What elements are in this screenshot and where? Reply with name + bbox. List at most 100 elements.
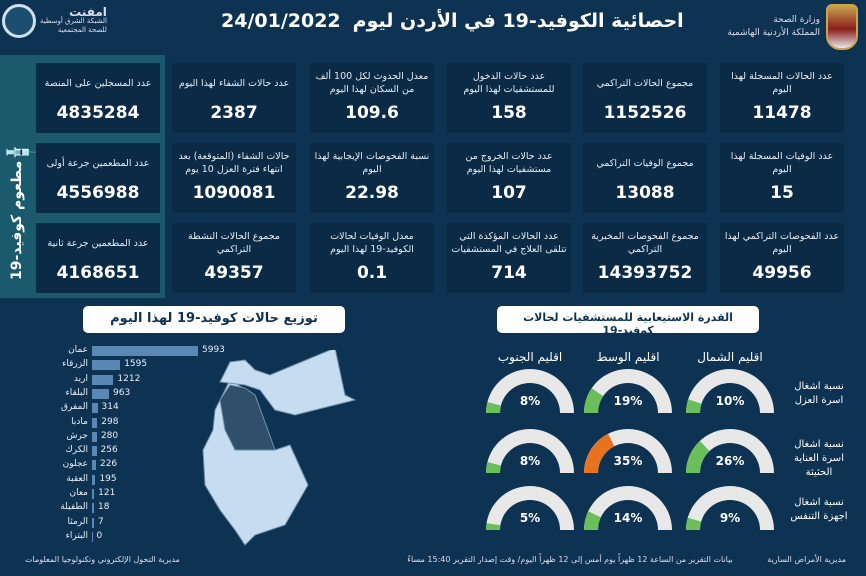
- bar-row: المفرق 314: [0, 402, 240, 414]
- stat-card: عدد الفحوصات التراكمي لهذا اليوم 49956: [720, 223, 844, 293]
- card-label: عدد الحالات المؤكدة التي تتلقى العلاج في…: [451, 231, 567, 255]
- bar-label: جرش: [66, 430, 88, 441]
- card-value: 107: [491, 183, 527, 203]
- stat-card: مجموع الحالات التراكمي 1152526: [583, 63, 707, 133]
- bar-value: 5993: [202, 345, 225, 355]
- card-value: 4835284: [56, 103, 140, 123]
- card-value: 4168651: [56, 263, 140, 283]
- gauge-fill: [486, 402, 501, 413]
- card-label: عدد الوفيات المسجلة لهذا اليوم: [730, 151, 834, 175]
- card-value: 714: [491, 263, 527, 283]
- bar-label: مادبا: [71, 416, 88, 427]
- stat-card: عدد حالات الشفاء لهذا اليوم 2387: [172, 63, 296, 133]
- card-value: 4556988: [56, 183, 140, 203]
- bar: [92, 474, 96, 485]
- footer-left: مديرية التحول الإلكتروني وتكنولوجيا المع…: [25, 555, 180, 564]
- bar-value: 256: [100, 445, 118, 456]
- gauge-fill: [686, 440, 710, 473]
- bar-label: البتراء: [65, 530, 88, 541]
- ministry-logo: وزارة الصحة المملكة الأردنية الهاشمية: [727, 4, 858, 50]
- bar-row: الزرقاء 1595: [0, 359, 240, 371]
- bar: [92, 531, 93, 542]
- bar-label: اربد: [73, 373, 88, 384]
- card-value: 15: [770, 183, 794, 203]
- bar-label: عجلون: [62, 459, 88, 470]
- gauge-fill: [486, 462, 501, 473]
- card-value: 109.6: [345, 103, 399, 123]
- ministry-line1: وزارة الصحة: [773, 15, 820, 25]
- stat-card: مجموع الفحوصات المخبرية التراكمي 14393752: [583, 223, 707, 293]
- bar-value: 195: [99, 473, 117, 484]
- card-value: 1090081: [192, 183, 276, 203]
- card-label: عدد حالات الخروج من مستشفيات لهذا اليوم: [465, 151, 553, 175]
- gauge-track: [686, 486, 774, 530]
- bar-row: الطفيلة 18: [0, 502, 240, 514]
- bar: [92, 431, 97, 442]
- card-label: معدل الحدوث لكل 100 ألف من السكان لهذا ا…: [315, 71, 429, 95]
- gauge-fill: [584, 511, 601, 530]
- emphnet-line2: للصحة المجتمعية: [57, 25, 107, 34]
- stat-card: عدد حالات الخروج من مستشفيات لهذا اليوم 1…: [447, 143, 571, 213]
- vaccine-card: عدد المسجلين على المنصة 4835284: [36, 63, 160, 133]
- title-date: 24/01/2022: [221, 10, 341, 32]
- ministry-line2: المملكة الأردنية الهاشمية: [727, 28, 820, 38]
- card-label: عدد حالات الشفاء لهذا اليوم: [178, 77, 290, 89]
- card-label: مجموع الحالات التراكمي: [596, 77, 694, 89]
- card-value: 11478: [752, 103, 812, 123]
- gauge-value: 14%: [613, 511, 643, 525]
- bar-label: عمان: [68, 345, 88, 355]
- region-north: اقليم الشمال: [697, 350, 763, 364]
- stat-card: عدد الوفيات المسجلة لهذا اليوم 15: [720, 143, 844, 213]
- card-label: عدد حالات الدخول للمستشفيات لهذا اليوم: [463, 71, 555, 95]
- distribution-title: توزيع حالات كوفيد-19 لهذا اليوم: [83, 306, 345, 333]
- gauge-value: 35%: [613, 454, 643, 468]
- card-label: عدد المطعمين جرعة أولى: [46, 157, 150, 169]
- bar: [92, 460, 96, 471]
- bar: [92, 517, 94, 528]
- card-value: 22.98: [345, 183, 399, 203]
- bar-label: الكرك: [65, 445, 88, 456]
- bar: [92, 346, 198, 356]
- card-value: 49357: [204, 263, 264, 283]
- bar-value: 963: [113, 387, 131, 398]
- stat-card: حالات الشفاء (المتوقعة) بعد انتهاء فترة …: [172, 143, 296, 213]
- gauge-track: [486, 369, 574, 413]
- gauge-value: 8%: [519, 454, 541, 468]
- jordan-map: [202, 350, 357, 546]
- bar-value: 280: [100, 430, 119, 441]
- bar-label: المفرق: [61, 402, 88, 413]
- bar-label: الرمثا: [67, 516, 89, 527]
- gauge-value: 19%: [613, 394, 643, 408]
- emphnet-line1: الشبكة الشرق أوسطية: [40, 16, 107, 25]
- card-label: نسبة الفحوصات الإيجابية لهذا اليوم: [314, 151, 430, 175]
- globe-icon: [2, 4, 36, 38]
- stat-card: مجموع الحالات النشطة التراكمي 49357: [172, 223, 296, 293]
- gauge-track: [584, 369, 672, 413]
- stat-card: معدل الوفيات لحالات الكوفيد-19 لهذا اليو…: [310, 223, 434, 293]
- gauge-fill: [686, 399, 702, 413]
- bar-row: اربد 1212: [0, 374, 240, 386]
- bar-row: البلقاء 963: [0, 388, 240, 400]
- bar-row: الرمثا 7: [0, 517, 240, 529]
- emphnet-logo: امفنت الشبكة الشرق أوسطية للصحة المجتمعية: [2, 4, 107, 38]
- bar-row: مادبا 298: [0, 417, 240, 429]
- bar: [92, 360, 121, 371]
- bar-label: معان: [69, 488, 88, 498]
- row-label-ventilators: نسبة اشغال اجهزة التنفس: [790, 497, 848, 522]
- gauge-track: [584, 486, 672, 530]
- bar-value: 18: [98, 502, 110, 513]
- card-value: 158: [491, 103, 527, 123]
- bar-value: 298: [101, 416, 119, 427]
- bar-row: جرش 280: [0, 431, 240, 443]
- card-value: 0.1: [356, 263, 388, 283]
- stat-card: عدد الحالات المسجلة لهذا اليوم 11478: [720, 63, 844, 133]
- bar-value: 314: [101, 402, 119, 413]
- gauge-track: [486, 486, 574, 530]
- bar: [92, 374, 114, 385]
- card-label: عدد المسجلين على المنصة: [44, 77, 152, 89]
- gauge-fill: [486, 523, 501, 530]
- page-title: 24/01/2022 احصائية الكوفيد-19 في الأردن ل…: [215, 10, 684, 32]
- bar: [92, 403, 98, 414]
- stat-card: معدل الحدوث لكل 100 ألف من السكان لهذا ا…: [310, 63, 434, 133]
- gauge-fill: [584, 388, 604, 413]
